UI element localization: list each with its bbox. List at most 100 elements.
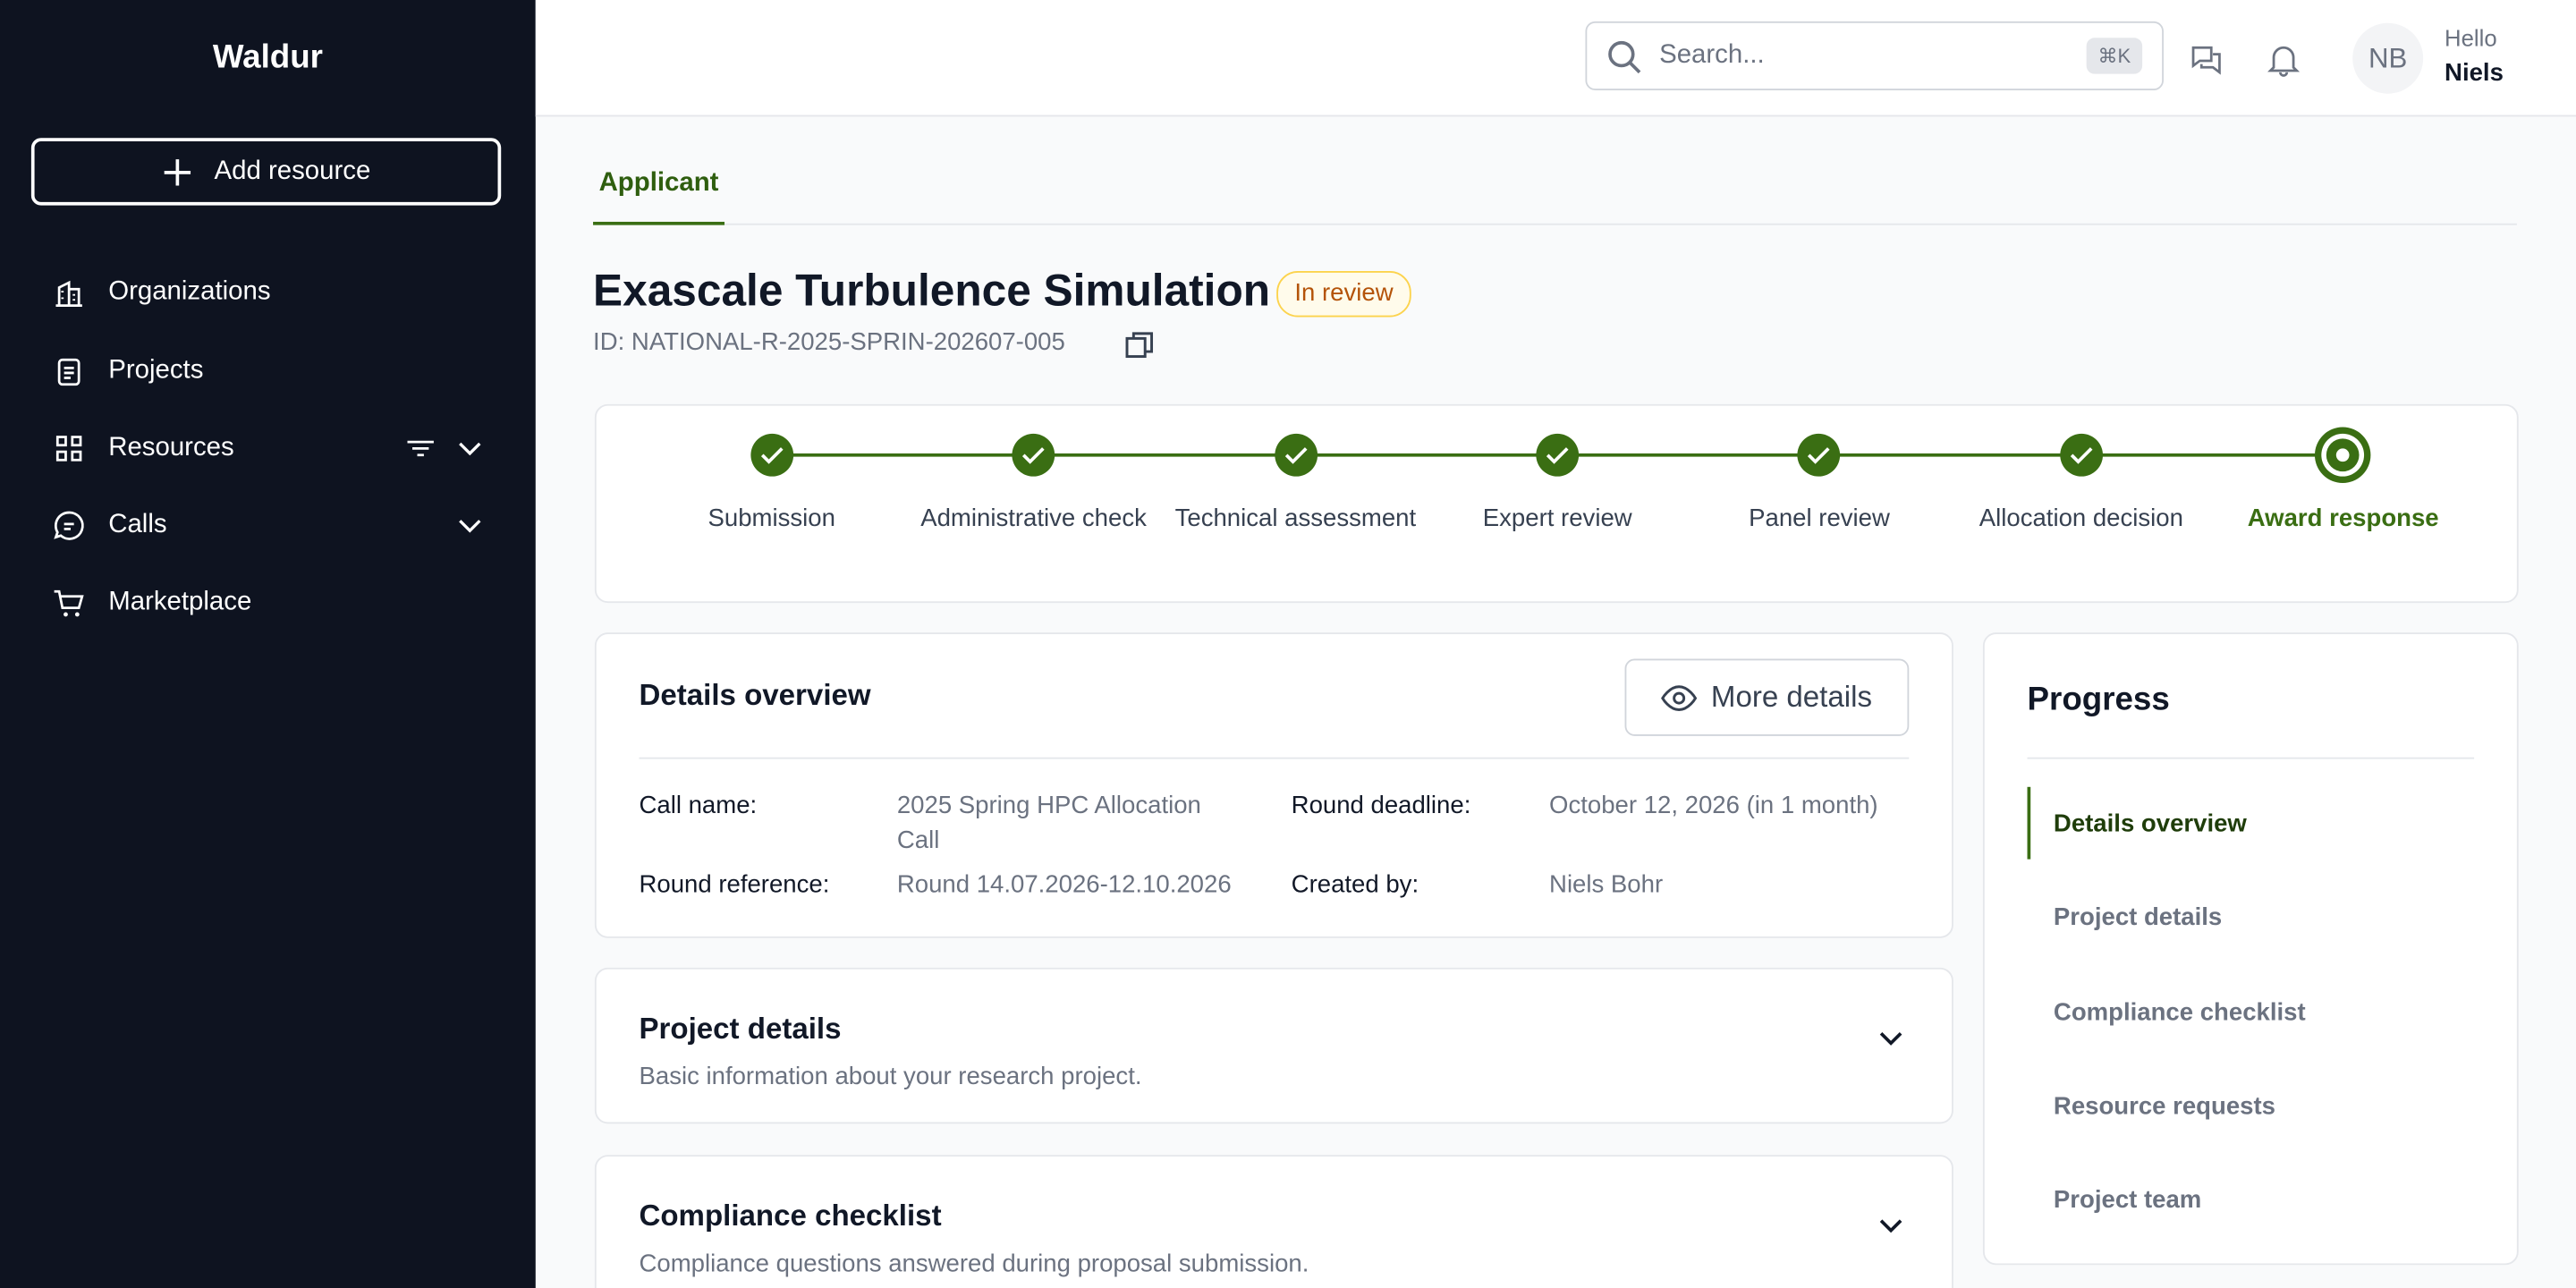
nav-item[interactable]: Organizations [53, 267, 271, 317]
search-icon [1608, 40, 1641, 74]
search-box[interactable]: Search... ⌘K [1585, 21, 2164, 91]
step-label: Administrative check [920, 504, 1147, 533]
search-placeholder: Search... [1659, 40, 1765, 70]
step-label: Submission [708, 504, 835, 533]
check [2070, 447, 2093, 464]
nav-label: Calls [108, 511, 167, 539]
step-marker [2315, 427, 2371, 484]
progress-item[interactable]: Details overview [2053, 809, 2247, 838]
step-marker [2059, 433, 2103, 477]
section-title: Compliance checklist [639, 1199, 942, 1233]
chevron[interactable] [1875, 1021, 1908, 1055]
filter-icon[interactable] [404, 432, 437, 465]
icon [54, 589, 84, 617]
avatar[interactable]: NB [2352, 22, 2424, 94]
check [1808, 447, 1831, 464]
chat-icon[interactable] [2189, 41, 2224, 77]
chevron[interactable] [453, 432, 487, 465]
progress-item[interactable]: Compliance checklist [2053, 997, 2306, 1027]
greeting: Hello [2445, 24, 2497, 51]
check [1022, 447, 1045, 464]
progress-item[interactable]: Resource requests [2053, 1092, 2275, 1121]
user-name: Niels [2445, 59, 2504, 88]
status-badge: In review [1276, 271, 1411, 318]
section-description: Basic information about your research pr… [639, 1063, 1142, 1091]
progress-title: Progress [2027, 682, 2170, 718]
tab-divider [593, 223, 2517, 225]
check [760, 447, 784, 464]
field-value: Round 14.07.2026-12.10.2026 [896, 870, 1232, 899]
divider [639, 757, 1910, 759]
step-marker [1798, 433, 1841, 477]
step-marker [1536, 433, 1580, 477]
field-label: Created by: [1291, 870, 1419, 899]
brand: Waldur [212, 39, 323, 76]
plus-icon [165, 158, 191, 185]
section-description: Compliance questions answered during pro… [639, 1250, 1309, 1278]
section-card[interactable]: Project details Basic information about … [594, 967, 1953, 1124]
field-value: 2025 Spring HPC Allocation Call [896, 792, 1201, 855]
nav-item[interactable]: Projects [53, 347, 204, 396]
sidebar: Waldur Add resource Organizations Projec… [0, 0, 536, 1288]
field-value: Niels Bohr [1549, 870, 1664, 899]
dot [1798, 433, 1841, 477]
icon [57, 358, 80, 386]
proposal-title: Exascale Turbulence Simulation [593, 266, 1271, 316]
step-marker [750, 433, 793, 477]
nav-label: Projects [108, 356, 204, 385]
dot [750, 433, 793, 477]
chevron[interactable] [453, 509, 487, 542]
progress-item[interactable]: Project team [2053, 1186, 2202, 1215]
section-card[interactable]: Compliance checklist Compliance question… [594, 1155, 1953, 1288]
card-title: Details overview [639, 678, 871, 712]
icon [55, 436, 82, 462]
add-resource-button[interactable]: Add resource [30, 138, 502, 206]
bell-icon[interactable] [2266, 41, 2301, 77]
chevron[interactable] [1875, 1209, 1908, 1242]
top-bar: Search... ⌘K NB Hello Niels [535, 0, 2576, 117]
progress-card: Progress Details overview Project details… [1982, 632, 2519, 1266]
details-card: Details overview More details Call name:… [594, 632, 1953, 938]
check [1546, 447, 1569, 464]
step-label: Technical assessment [1174, 504, 1417, 533]
check [1284, 447, 1307, 464]
progress-item[interactable]: Project details [2053, 903, 2223, 932]
dot [1274, 433, 1318, 477]
step-marker [1274, 433, 1318, 477]
step-marker [1012, 433, 1055, 477]
field-label: Round reference: [639, 870, 830, 899]
nav-label: Marketplace [108, 588, 252, 616]
nav-label: Organizations [108, 277, 271, 306]
step-label: Award response [2247, 504, 2439, 533]
button-label: Add resource [214, 157, 371, 185]
dot [1536, 433, 1580, 477]
nav-item[interactable]: Calls [53, 501, 483, 550]
nav-item[interactable]: Marketplace [53, 579, 252, 628]
tab[interactable]: Applicant [593, 169, 725, 225]
nav-item[interactable]: Resources [53, 424, 483, 473]
field-label: Call name: [639, 792, 758, 820]
active-indicator [2027, 786, 2031, 860]
proposal-id: ID: NATIONAL-R-2025-SPRIN-202607-005 [593, 328, 1065, 357]
nav-label: Resources [108, 433, 234, 462]
step-label: Panel review [1749, 504, 1890, 533]
dot [1012, 433, 1055, 477]
copy-icon[interactable] [1123, 328, 1157, 361]
field-value: October 12, 2026 (in 1 month) [1549, 792, 1878, 820]
step-label: Expert review [1482, 504, 1632, 533]
dot [2336, 448, 2351, 462]
step-label: Allocation decision [1979, 504, 2183, 533]
section-title: Project details [639, 1012, 842, 1046]
more-details-button[interactable]: More details [1624, 658, 1910, 736]
divider [2027, 757, 2475, 759]
icon [54, 511, 84, 540]
dot [2059, 433, 2103, 477]
field-label: Round deadline: [1291, 792, 1471, 820]
eye-icon [1661, 684, 1699, 711]
icon [55, 280, 82, 308]
button-label: More details [1710, 680, 1872, 714]
stepper: Submission Administrative check Technical … [594, 403, 2519, 604]
shortcut: ⌘K [2086, 38, 2143, 74]
